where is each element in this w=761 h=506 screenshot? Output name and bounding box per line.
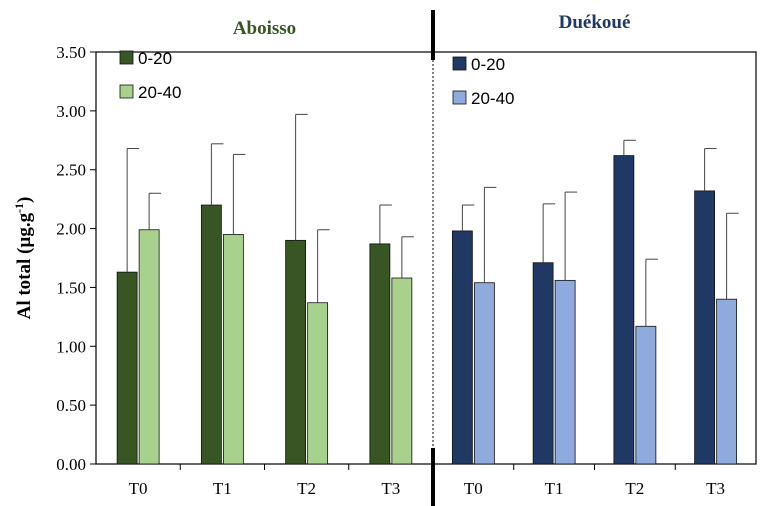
y-axis: 0.00 0.50 1.00 1.50 2.00 2.50 3.00 3.50 [56, 10, 757, 506]
bar [116, 271, 138, 465]
y-tick-label: 1.50 [56, 278, 86, 297]
y-axis-label: Al total (µg.g-1) [12, 197, 35, 320]
chart-panels: Aboisso T0 T1 T2 T3 0-20 20-40 Duékoué T0 T1 T2 T3 0… [116, 12, 739, 498]
legend-swatch [452, 56, 467, 71]
x-tick-label: T2 [625, 479, 644, 498]
x-tick-label: T1 [213, 479, 232, 498]
legend-swatch [119, 50, 134, 65]
x-tick-label: T3 [381, 479, 400, 498]
plot-frame [95, 51, 757, 465]
legend-label: 0-20 [138, 49, 172, 68]
bar [451, 230, 473, 465]
bar [369, 243, 391, 465]
legend-label: 20-40 [471, 89, 514, 108]
x-tick-label: T0 [464, 479, 483, 498]
legend-swatch [452, 90, 467, 105]
bar [554, 279, 576, 465]
bar [635, 325, 657, 465]
bar [222, 234, 244, 465]
y-tick-label: 0.50 [56, 396, 86, 415]
y-tick-label: 3.50 [56, 43, 86, 62]
bar [613, 155, 635, 465]
bar [138, 229, 160, 465]
bar [391, 277, 413, 465]
panel-1: Aboisso T0 T1 T2 T3 0-20 20-40 [116, 18, 414, 498]
panel-title: Duékoué [559, 12, 631, 33]
legend-label: 20-40 [138, 83, 181, 102]
y-tick-label: 2.00 [56, 220, 86, 239]
y-tick-label: 0.00 [56, 455, 86, 474]
y-tick-label: 1.00 [56, 337, 86, 356]
bar [716, 298, 738, 465]
bar [694, 190, 716, 465]
bar [473, 282, 495, 465]
y-tick-label: 3.00 [56, 102, 86, 121]
panel-title: Aboisso [233, 18, 296, 39]
x-tick-label: T1 [545, 479, 564, 498]
x-tick-label: T2 [297, 479, 316, 498]
x-tick-label: T3 [706, 479, 725, 498]
y-tick-label: 2.50 [56, 161, 86, 180]
bar [307, 302, 329, 465]
x-tick-label: T0 [129, 479, 148, 498]
legend-label: 0-20 [471, 55, 505, 74]
bar [200, 204, 222, 465]
bar [285, 239, 307, 465]
panel-2: Duékoué T0 T1 T2 T3 0-20 20-40 [451, 12, 739, 498]
legend-swatch [119, 84, 134, 99]
bar [532, 262, 554, 465]
